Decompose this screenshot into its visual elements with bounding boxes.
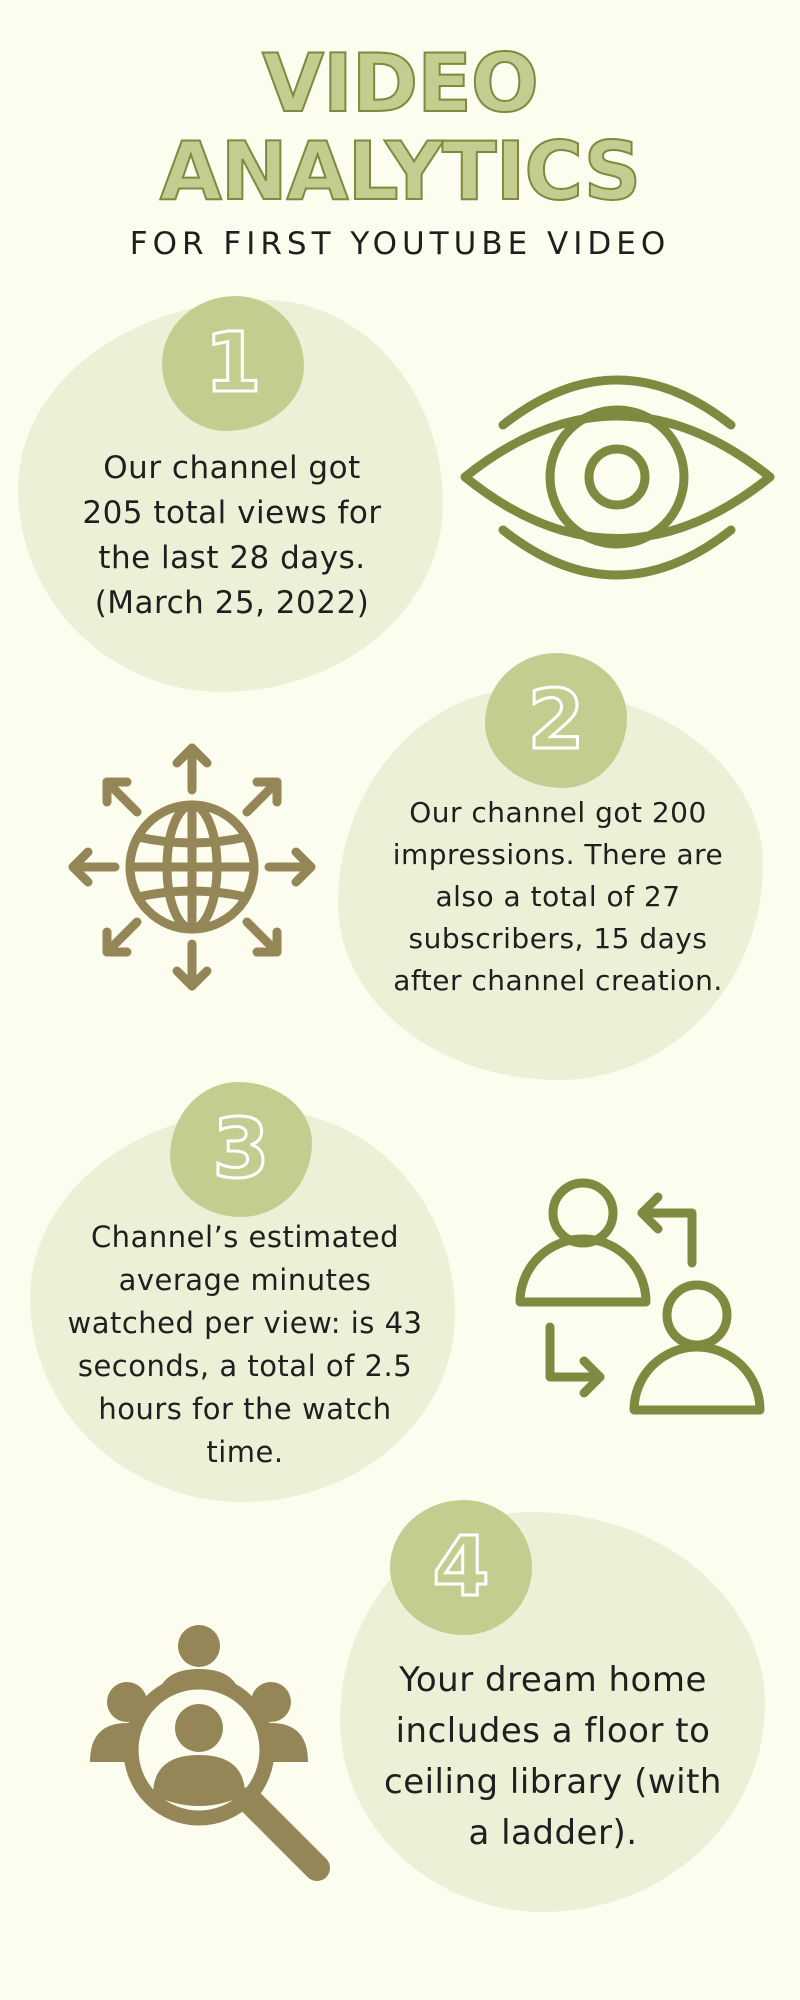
globe-arrows-icon <box>65 740 320 995</box>
card-3-number: 3 <box>211 1101 271 1197</box>
eye-icon <box>455 360 780 595</box>
card-2-badge: 2 <box>485 653 627 788</box>
card-1-badge: 1 <box>162 296 304 431</box>
subtitle: FOR FIRST YOUTUBE VIDEO <box>129 226 671 262</box>
card-1-number: 1 <box>203 315 263 411</box>
title-line-2: ANALYTICS <box>159 125 642 218</box>
card-4-text: Your dream home includes a floor to ceil… <box>384 1660 722 1853</box>
card-4-badge: 4 <box>390 1500 532 1635</box>
users-exchange-icon <box>515 1170 765 1420</box>
audience-search-icon <box>85 1625 335 1885</box>
card-3-text: Channel’s estimated average minutes watc… <box>67 1220 423 1469</box>
title-line-1: VIDEO <box>261 37 540 130</box>
card-1-text: Our channel got 205 total views for the … <box>82 450 382 621</box>
card-2-text: Our channel got 200 impressions. There a… <box>392 796 724 997</box>
card-2-number: 2 <box>526 672 586 768</box>
card-4-number: 4 <box>431 1519 491 1615</box>
card-3-badge: 3 <box>170 1082 312 1217</box>
